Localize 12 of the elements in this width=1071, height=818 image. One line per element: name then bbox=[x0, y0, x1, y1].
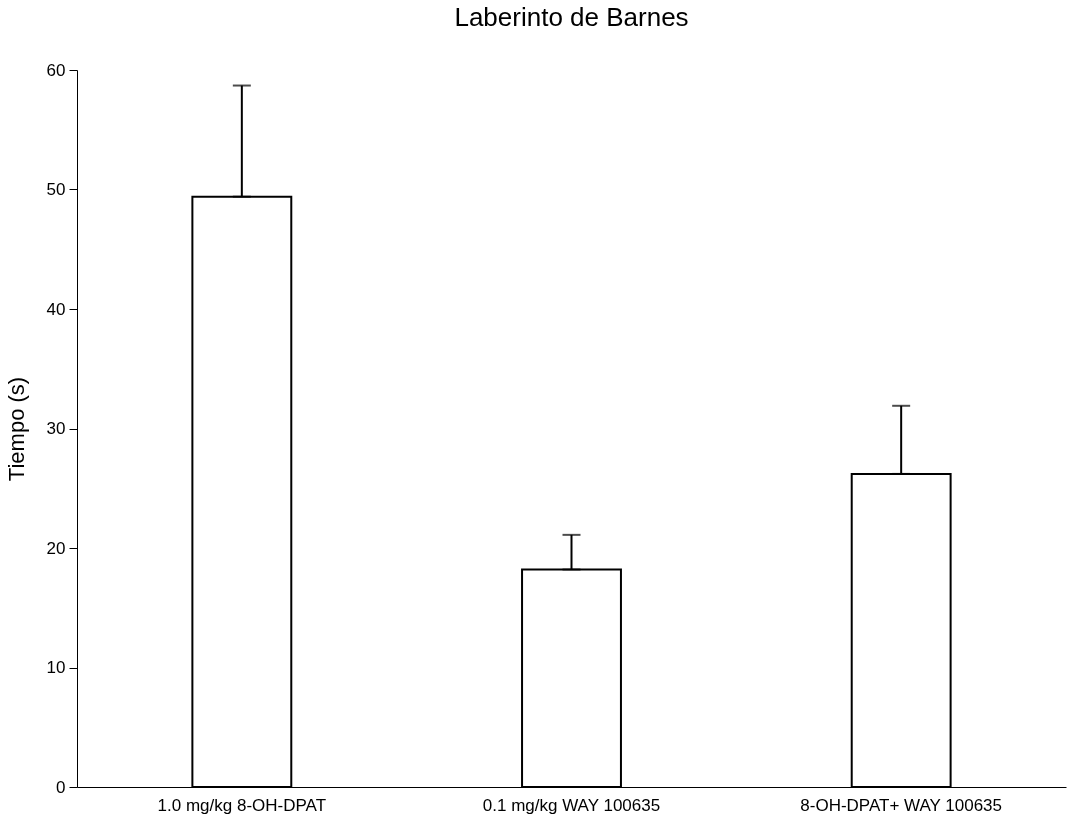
y-tick-label: 20 bbox=[46, 538, 66, 558]
y-axis-title: Tiempo (s) bbox=[3, 376, 29, 482]
x-tick-label: 0.1 mg/kg WAY 100635 bbox=[482, 795, 661, 815]
y-tick-label: 10 bbox=[46, 658, 66, 677]
y-tick-label: 30 bbox=[46, 419, 66, 438]
x-tick-label: 8-OH-DPAT+ WAY 100635 bbox=[800, 795, 1003, 815]
x-tick-label: 1.0 mg/kg 8-OH-DPAT bbox=[157, 795, 327, 815]
y-tick-label: 50 bbox=[46, 180, 66, 199]
y-tick-label: 40 bbox=[46, 299, 66, 319]
chart-title: Laberinto de Barnes bbox=[454, 2, 689, 32]
y-tick-label: 0 bbox=[56, 777, 66, 797]
y-tick-label: 60 bbox=[46, 60, 66, 80]
